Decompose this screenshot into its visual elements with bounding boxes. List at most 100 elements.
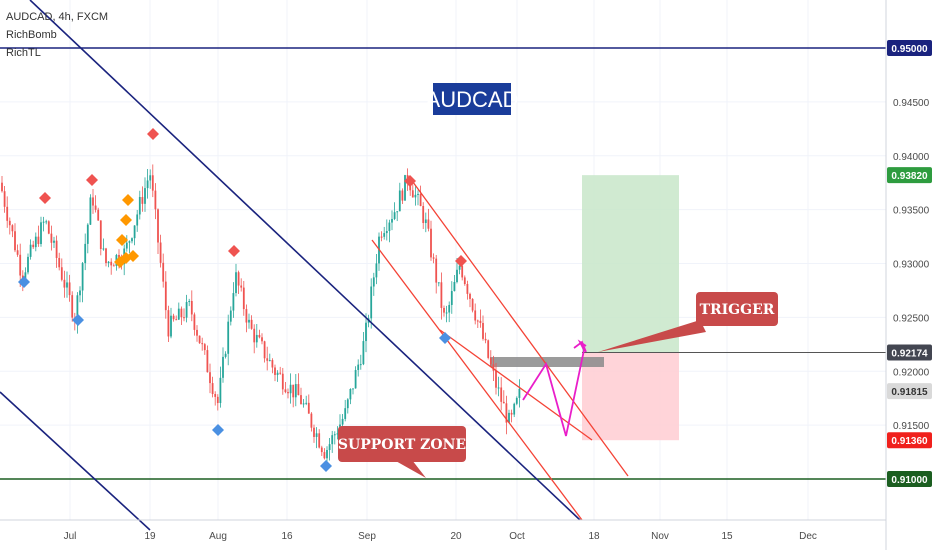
candle-body — [128, 241, 131, 243]
candle-body — [391, 218, 393, 223]
candle-body — [86, 224, 89, 244]
candle-body — [383, 233, 386, 237]
candle-body — [214, 394, 217, 397]
candle-body — [370, 286, 373, 319]
candle-body — [14, 231, 16, 251]
candle-body — [162, 262, 165, 282]
candle-body — [380, 236, 383, 238]
candle-body — [144, 188, 146, 204]
candle-body — [133, 225, 136, 239]
candle-body — [175, 319, 178, 321]
candle-body — [476, 320, 479, 322]
trade-zones — [490, 175, 886, 441]
candle-body — [229, 310, 232, 322]
candle-body — [255, 334, 258, 343]
candle-body — [222, 356, 224, 378]
candle-body — [508, 412, 510, 423]
fork-median-line — [371, 239, 583, 521]
candle-body — [8, 220, 11, 226]
candle-body — [79, 290, 81, 296]
candle-body — [450, 291, 453, 305]
alert-signal-marker — [116, 234, 128, 246]
candle-body — [149, 175, 152, 181]
price-badge-label: 0.92174 — [891, 349, 928, 360]
candle-body — [456, 269, 458, 283]
trigger-label: TRIGGER — [700, 302, 775, 318]
candle-body — [445, 312, 448, 314]
candle-body — [185, 302, 188, 318]
candle-body — [284, 389, 287, 393]
candle-body — [437, 282, 440, 284]
candle-body — [362, 341, 365, 365]
candle-body — [167, 310, 170, 337]
candle-body — [266, 358, 269, 361]
price-badge-label: 0.91360 — [891, 436, 928, 447]
candle-body — [53, 240, 55, 243]
candle-body — [302, 403, 305, 405]
candle-body — [27, 256, 29, 273]
candle-body — [216, 396, 219, 404]
candle-body — [430, 228, 432, 258]
candle-body — [263, 341, 266, 359]
alert-signal-marker — [127, 250, 139, 262]
candle-body — [55, 240, 58, 258]
candle-body — [279, 372, 282, 374]
candle-body — [206, 350, 209, 373]
candle-body — [237, 272, 240, 286]
candle-body — [271, 360, 274, 368]
candle-body — [203, 344, 206, 351]
candle-body — [219, 377, 222, 404]
candle-body — [331, 435, 334, 445]
support-zone-callout: SUPPORT ZONE — [338, 426, 466, 478]
candle-body — [435, 258, 438, 283]
candle-body — [188, 300, 191, 303]
price-badge-label: 0.93820 — [891, 171, 928, 182]
candle-body — [170, 315, 172, 337]
candle-body — [110, 261, 113, 266]
candle-body — [151, 175, 154, 191]
candle-body — [388, 222, 391, 232]
candle-body — [500, 387, 503, 402]
y-tick-label: 0.94500 — [893, 98, 930, 109]
candle-body — [482, 322, 484, 339]
sell-signal-marker — [455, 255, 467, 267]
candle-body — [58, 257, 61, 268]
buy-signal-marker — [212, 424, 224, 436]
loss-zone — [582, 352, 679, 441]
candle-body — [138, 197, 141, 215]
channel-lower-line — [0, 391, 151, 531]
candle-body — [131, 238, 133, 242]
buy-signal-marker — [320, 460, 332, 472]
candle-body — [107, 261, 110, 264]
candle-body — [76, 295, 79, 323]
candle-body — [336, 433, 339, 435]
candle-body — [469, 293, 471, 299]
candle-body — [136, 214, 139, 226]
candle-body — [84, 243, 87, 264]
candle-body — [326, 449, 328, 459]
price-badge-label: 0.95000 — [891, 44, 928, 55]
candle-body — [16, 250, 19, 255]
x-tick-label: Nov — [651, 531, 669, 542]
candle-body — [1, 182, 3, 192]
candle-body — [398, 190, 401, 212]
candle-body — [40, 222, 42, 245]
candle-body — [359, 364, 362, 366]
candle-body — [497, 387, 500, 389]
candle-body — [276, 372, 279, 375]
candle-body — [479, 320, 482, 323]
candle-body — [401, 190, 404, 201]
candle-body — [198, 335, 201, 344]
profit-zone — [582, 175, 679, 353]
candle-body — [300, 395, 302, 405]
candle-body — [513, 403, 516, 415]
signal-markers — [18, 128, 467, 472]
candle-body — [297, 384, 300, 396]
candle-body — [37, 236, 40, 245]
sell-signal-marker — [404, 175, 416, 187]
candle-body — [344, 408, 347, 419]
alert-signal-marker — [122, 194, 134, 206]
candle-body — [24, 272, 27, 280]
y-tick-label: 0.91500 — [893, 421, 930, 432]
